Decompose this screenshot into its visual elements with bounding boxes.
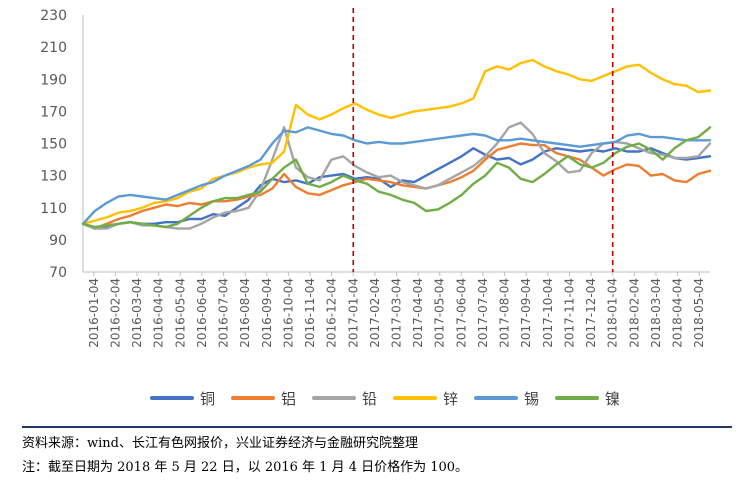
x-tick-label: 2016-12-04 [325,278,339,348]
chart-legend: 铜铝铅锌锡镍 [150,386,620,410]
legend-item: 锡 [473,388,539,409]
legend-item: 铅 [311,388,377,409]
legend-label: 铜 [200,389,216,408]
series-line [81,126,712,229]
legend-item: 镍 [554,388,620,409]
legend-item: 铜 [150,388,215,409]
y-tick-label: 170 [40,104,67,120]
x-tick-label: 2017-03-04 [390,278,404,348]
y-tick-label: 70 [49,265,67,281]
x-tick-label: 2016-05-04 [173,278,187,348]
x-tick-label: 2016-11-04 [303,278,317,348]
notes-block: 资料来源：wind、长江有色网报价，兴业证券经济与金融研究院整理 注：截至日期为… [22,426,732,480]
x-tick-label: 2016-08-04 [238,278,252,348]
series-line [81,142,712,230]
legend-swatch [230,396,275,400]
source-note: 资料来源：wind、长江有色网报价，兴业证券经济与金融研究院整理 [22,436,418,451]
vertical-markers [352,8,614,272]
y-tick-label: 230 [40,8,67,24]
x-tick-label: 2016-09-04 [260,278,274,348]
series-line [81,58,712,226]
legend-label: 锡 [523,389,539,408]
x-tick-label: 2017-10-04 [541,278,555,348]
y-tick-label: 130 [40,169,67,185]
legend-swatch [554,396,599,400]
x-tick-label: 2016-06-04 [195,278,209,348]
x-tick-label: 2017-05-04 [433,278,447,348]
x-tick-label: 2018-05-04 [692,278,706,348]
x-tick-label: 2017-09-04 [519,278,533,348]
x-axis: 2016-01-04 2016-02-04 2016-03-04 2016-04-04… [83,271,710,348]
x-tick-label: 2017-02-04 [368,278,382,348]
x-tick-label: 2017-01-04 [346,278,360,348]
legend-swatch [473,396,518,400]
x-tick-label: 2018-03-04 [649,278,663,348]
x-tick-label: 2018-01-04 [606,278,620,348]
legend-swatch [150,396,194,400]
y-tick-label: 190 [40,72,67,88]
y-tick-label: 150 [40,137,67,153]
series-line [81,147,712,230]
x-tick-label: 2017-07-04 [476,278,490,348]
x-tick-label: 2017-12-04 [584,278,598,348]
x-tick-label: 2018-02-04 [627,278,641,348]
x-tick-label: 2016-02-04 [108,278,122,348]
legend-label: 镍 [604,389,620,408]
x-tick-label: 2018-04-04 [671,278,685,348]
x-tick-label: 2016-10-04 [281,278,295,348]
y-tick-label: 210 [40,40,67,56]
series-line [81,121,712,230]
x-tick-label: 2016-03-04 [130,278,144,348]
x-tick-label: 2017-06-04 [454,278,468,348]
series-line [81,126,712,226]
x-tick-label: 2017-11-04 [562,278,576,348]
y-tick-label: 90 [49,233,67,249]
series-layer [81,58,712,230]
legend-label: 铝 [280,389,296,408]
legend-swatch [311,396,356,400]
y-axis: 70 90 110 130 150 170 190 210 230 [40,8,84,281]
x-tick-label: 2017-04-04 [411,278,425,348]
x-tick-label: 2016-07-04 [217,278,231,348]
legend-swatch [392,396,437,400]
x-tick-label: 2016-01-04 [87,278,101,348]
legend-label: 锌 [442,389,458,408]
y-tick-label: 110 [40,201,67,217]
footnote: 注：截至日期为 2018 年 5 月 22 日，以 2016 年 1 月 4 日… [22,460,469,475]
legend-item: 锌 [392,388,458,409]
legend-label: 铅 [361,389,377,408]
x-tick-label: 2017-08-04 [498,278,512,348]
legend-item: 铝 [230,388,296,409]
x-tick-label: 2016-04-04 [152,278,166,348]
